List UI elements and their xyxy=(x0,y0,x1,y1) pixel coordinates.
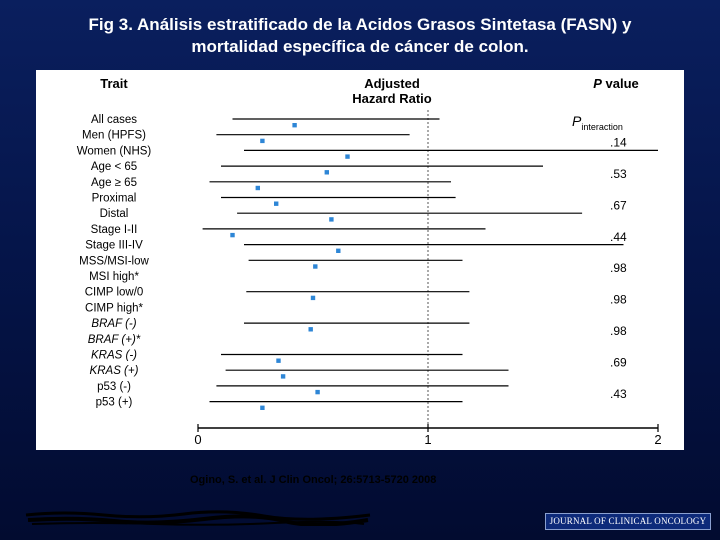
header-pint-italic: P xyxy=(572,113,582,129)
hr-point xyxy=(310,295,316,301)
header-trait: Trait xyxy=(100,76,128,91)
hr-point xyxy=(336,248,341,253)
x-tick-label: 1 xyxy=(424,432,431,447)
row-label: MSS/MSI-low xyxy=(79,255,149,267)
row-label: p53 (-) xyxy=(97,381,131,393)
chart-header: Trait Adjusted Hazard Ratio P value Pint… xyxy=(100,76,639,132)
x-tick-label: 0 xyxy=(194,432,201,447)
header-hr-line1: Adjusted xyxy=(364,76,420,91)
journal-logo: JOURNAL OF CLINICAL ONCOLOGY xyxy=(545,513,711,530)
p-value-label: .69 xyxy=(610,355,627,369)
hr-point xyxy=(230,232,235,238)
hr-point xyxy=(292,123,297,128)
hr-point xyxy=(324,170,329,175)
p-value-label: .14 xyxy=(610,136,627,150)
slide-title-line1: Fig 3. Análisis estratificado de la Acid… xyxy=(88,15,632,34)
header-p-value: P value xyxy=(593,76,639,91)
hr-point xyxy=(255,185,260,191)
row-label: p53 (+) xyxy=(96,397,133,409)
row-label: KRAS (+) xyxy=(90,365,139,377)
row-label: Men (HPFS) xyxy=(82,130,146,142)
row-label: KRAS (-) xyxy=(91,350,137,362)
slide-title: Fig 3. Análisis estratificado de la Acid… xyxy=(0,14,720,58)
header-p-interaction: Pinteraction xyxy=(572,113,623,132)
header-p-rest: value xyxy=(602,76,639,91)
hr-point xyxy=(345,154,350,159)
p-value-label: .53 xyxy=(610,167,627,181)
forest-plot-panel: Trait Adjusted Hazard Ratio P value Pint… xyxy=(36,70,684,450)
row-label: CIMP low/0 xyxy=(85,287,144,299)
hr-point xyxy=(313,264,318,269)
x-tick-label: 2 xyxy=(654,432,661,447)
row-label: Age < 65 xyxy=(91,161,137,173)
header-hr-line2: Hazard Ratio xyxy=(352,91,432,106)
row-label: Proximal xyxy=(92,193,137,205)
hr-point xyxy=(308,327,313,332)
row-label: MSI high* xyxy=(89,271,139,283)
row-label: Stage I-II xyxy=(91,224,138,236)
hr-point xyxy=(329,217,334,222)
p-value-label: .98 xyxy=(610,261,627,275)
p-value-label: .44 xyxy=(610,230,627,244)
hr-point xyxy=(274,201,279,206)
row-label: Women (NHS) xyxy=(77,145,152,157)
row-label: BRAF (+)* xyxy=(88,334,141,346)
p-value-label: .43 xyxy=(610,387,627,401)
citation: Ogino, S. et al. J Clin Oncol; 26:5713-5… xyxy=(190,474,437,486)
scribble-logo xyxy=(25,510,371,526)
hr-point xyxy=(260,138,265,144)
p-value-label: .98 xyxy=(610,324,627,338)
p-value-label: .98 xyxy=(610,293,627,307)
slide-title-line2: mortalidad específica de cáncer de colon… xyxy=(191,37,529,56)
hr-point xyxy=(280,374,286,379)
row-label: Stage III-IV xyxy=(85,240,143,252)
header-p-italic: P xyxy=(593,76,602,91)
row-label: Distal xyxy=(100,208,129,220)
hr-point xyxy=(260,405,265,410)
hr-point xyxy=(276,358,281,363)
p-value-label: .67 xyxy=(610,198,627,212)
header-pint-sub: interaction xyxy=(581,122,623,132)
row-label: CIMP high* xyxy=(85,302,143,314)
row-label: All cases xyxy=(91,114,137,126)
row-label: Age ≥ 65 xyxy=(91,177,137,189)
forest-plot: Trait Adjusted Hazard Ratio P value Pint… xyxy=(77,76,662,447)
hr-point xyxy=(315,389,320,395)
row-label: BRAF (-) xyxy=(91,318,136,330)
